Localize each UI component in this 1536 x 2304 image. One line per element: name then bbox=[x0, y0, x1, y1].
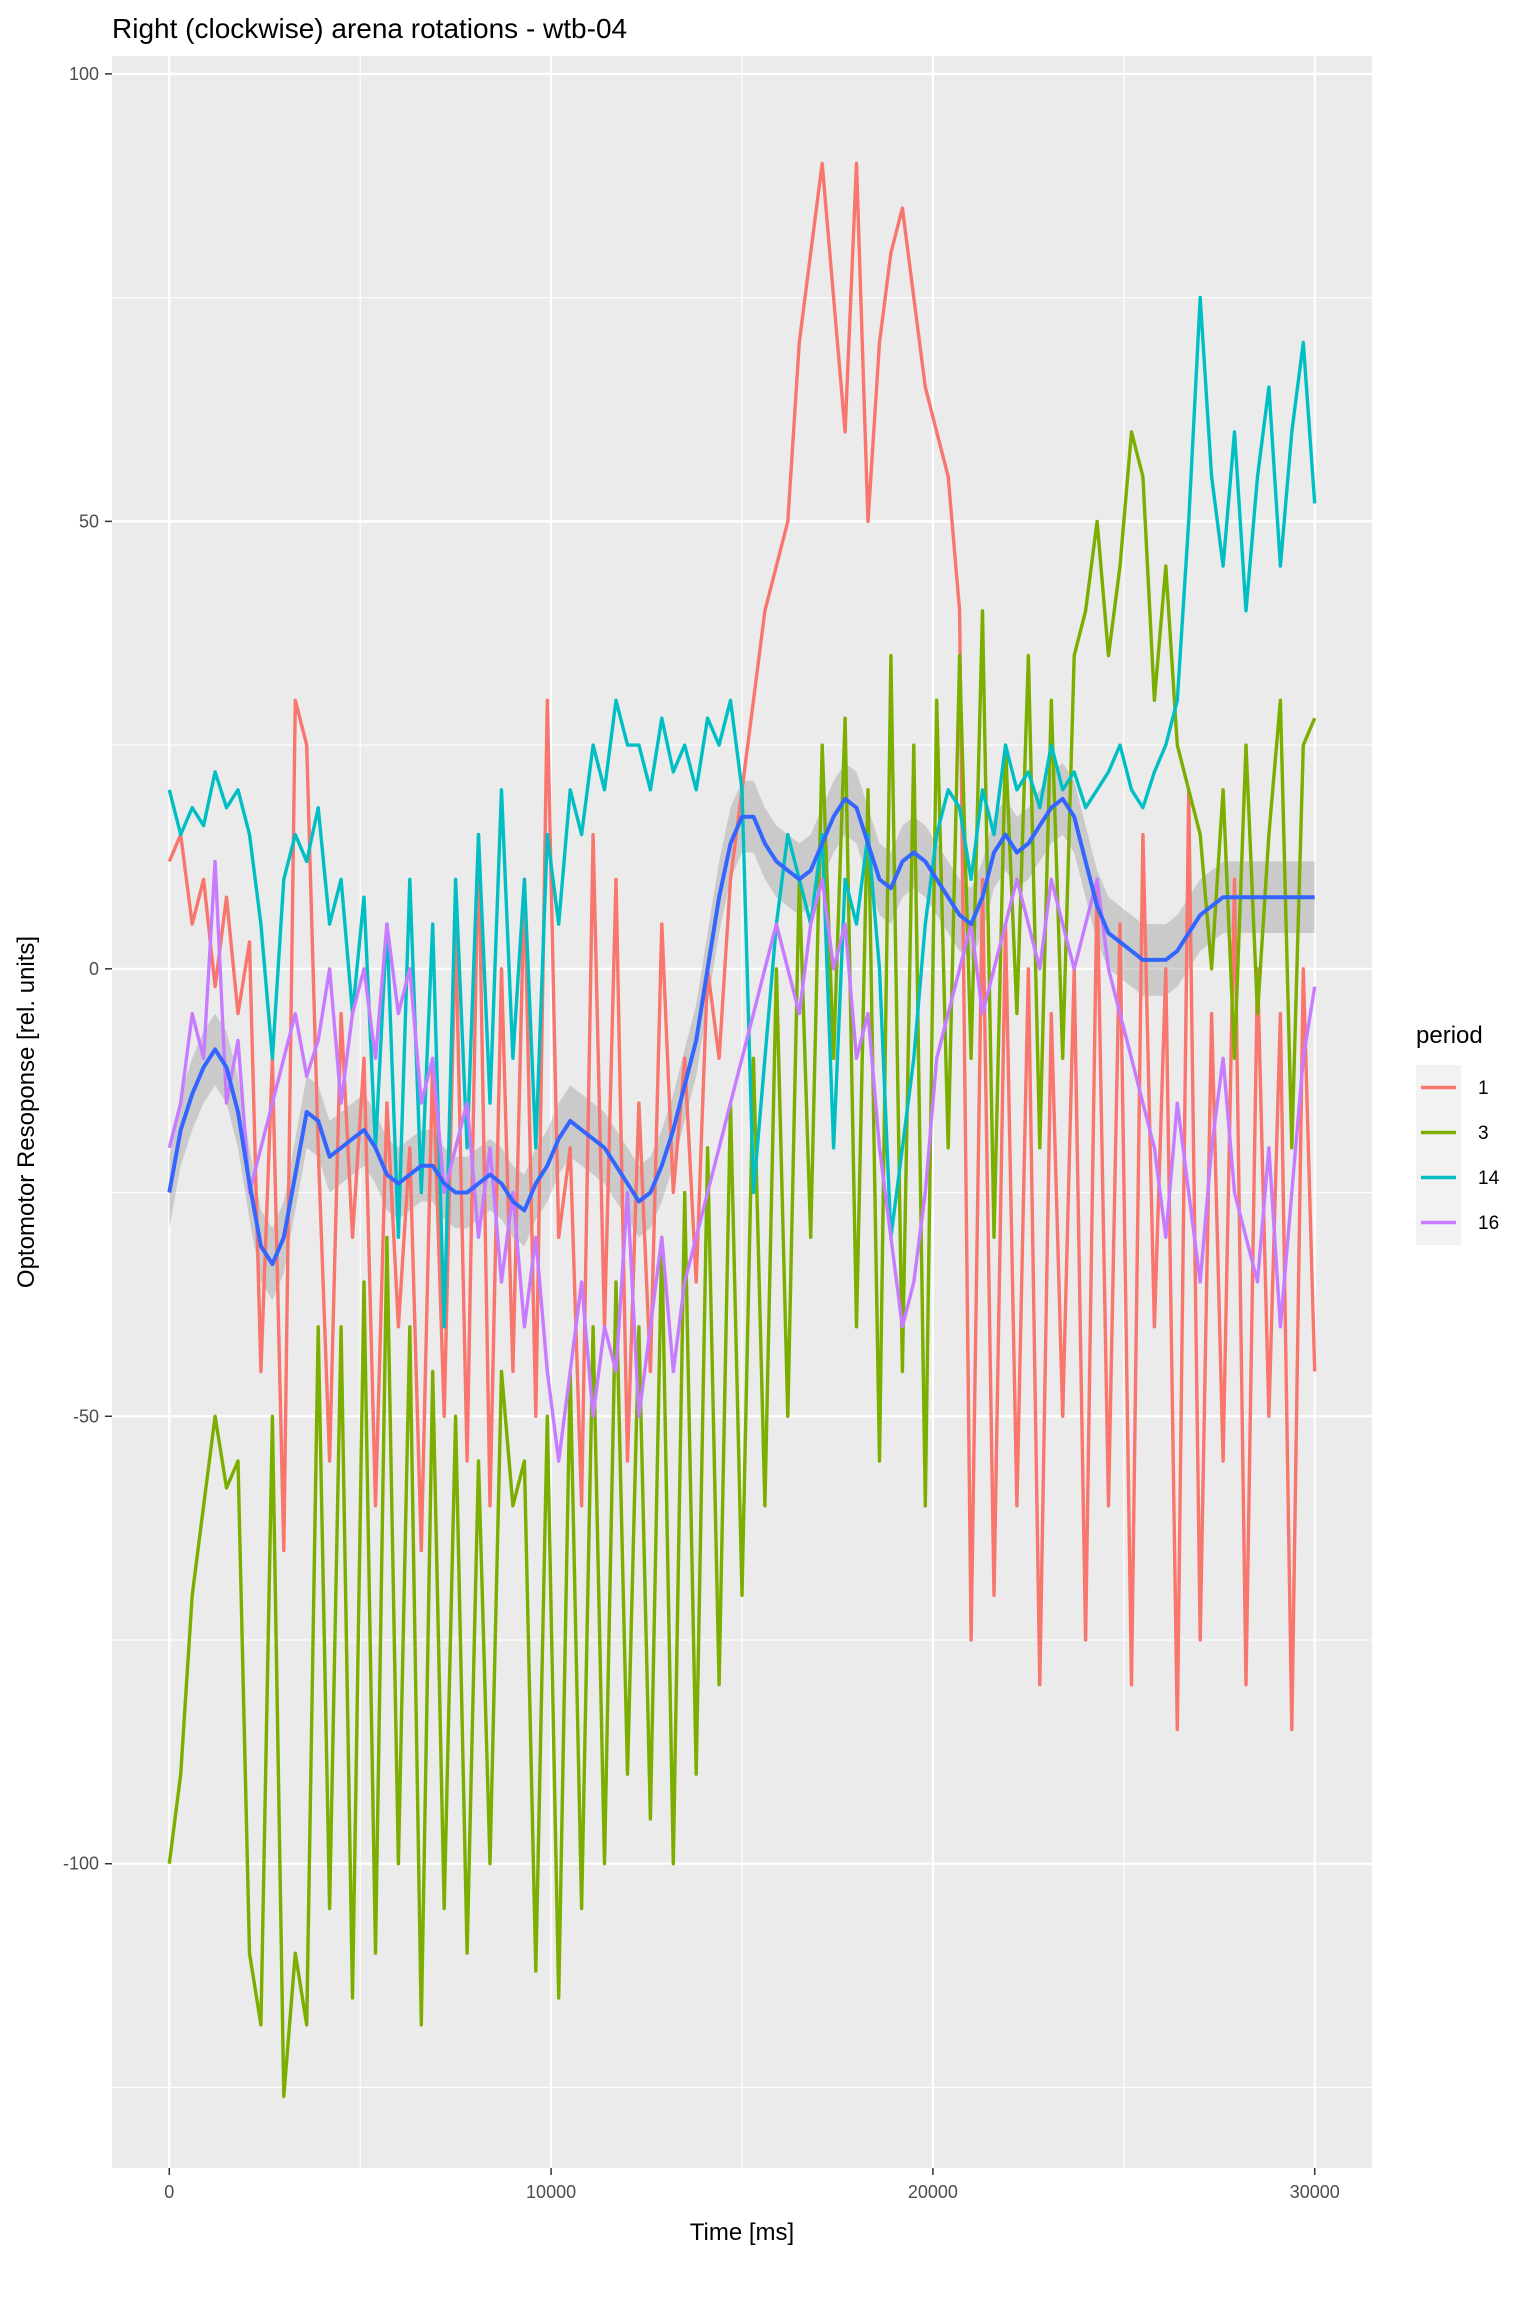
smooth-ci-band bbox=[169, 763, 1315, 1300]
legend: period 1 3 14 16 bbox=[1416, 1022, 1500, 1245]
y-tick-label: 50 bbox=[79, 511, 99, 531]
smooth-trend-line bbox=[167, 796, 1315, 1267]
y-axis-ticks: -100 -50 0 50 100 bbox=[63, 64, 112, 1874]
x-axis-ticks: 0 10000 20000 30000 bbox=[164, 2168, 1340, 2202]
legend-label: 16 bbox=[1478, 1213, 1499, 1234]
series-line-14 bbox=[167, 295, 1317, 1329]
legend-label: 3 bbox=[1478, 1123, 1489, 1144]
y-tick-label: 0 bbox=[89, 959, 99, 979]
chart-title: Right (clockwise) arena rotations - wtb-… bbox=[112, 13, 627, 44]
y-tick-label: 100 bbox=[69, 64, 99, 84]
legend-label: 14 bbox=[1478, 1168, 1500, 1189]
x-tick-label: 30000 bbox=[1290, 2182, 1340, 2202]
series-line-16 bbox=[167, 859, 1317, 1463]
series-line-3 bbox=[167, 430, 1317, 2099]
legend-title: period bbox=[1416, 1022, 1483, 1049]
legend-label: 1 bbox=[1478, 1078, 1489, 1099]
x-tick-label: 0 bbox=[164, 2182, 174, 2202]
y-tick-label: -100 bbox=[63, 1854, 99, 1874]
smooth-line bbox=[167, 796, 1315, 1267]
y-tick-label: -50 bbox=[73, 1406, 99, 1426]
x-tick-label: 20000 bbox=[908, 2182, 958, 2202]
y-axis-title: Optomotor Resoponse [rel. units] bbox=[13, 936, 40, 1288]
smooth-confidence-band bbox=[169, 763, 1315, 1300]
series-lines bbox=[167, 161, 1317, 2099]
x-axis-title: Time [ms] bbox=[690, 2219, 794, 2246]
legend-items: 1 3 14 16 bbox=[1416, 1065, 1500, 1245]
x-tick-label: 10000 bbox=[526, 2182, 576, 2202]
